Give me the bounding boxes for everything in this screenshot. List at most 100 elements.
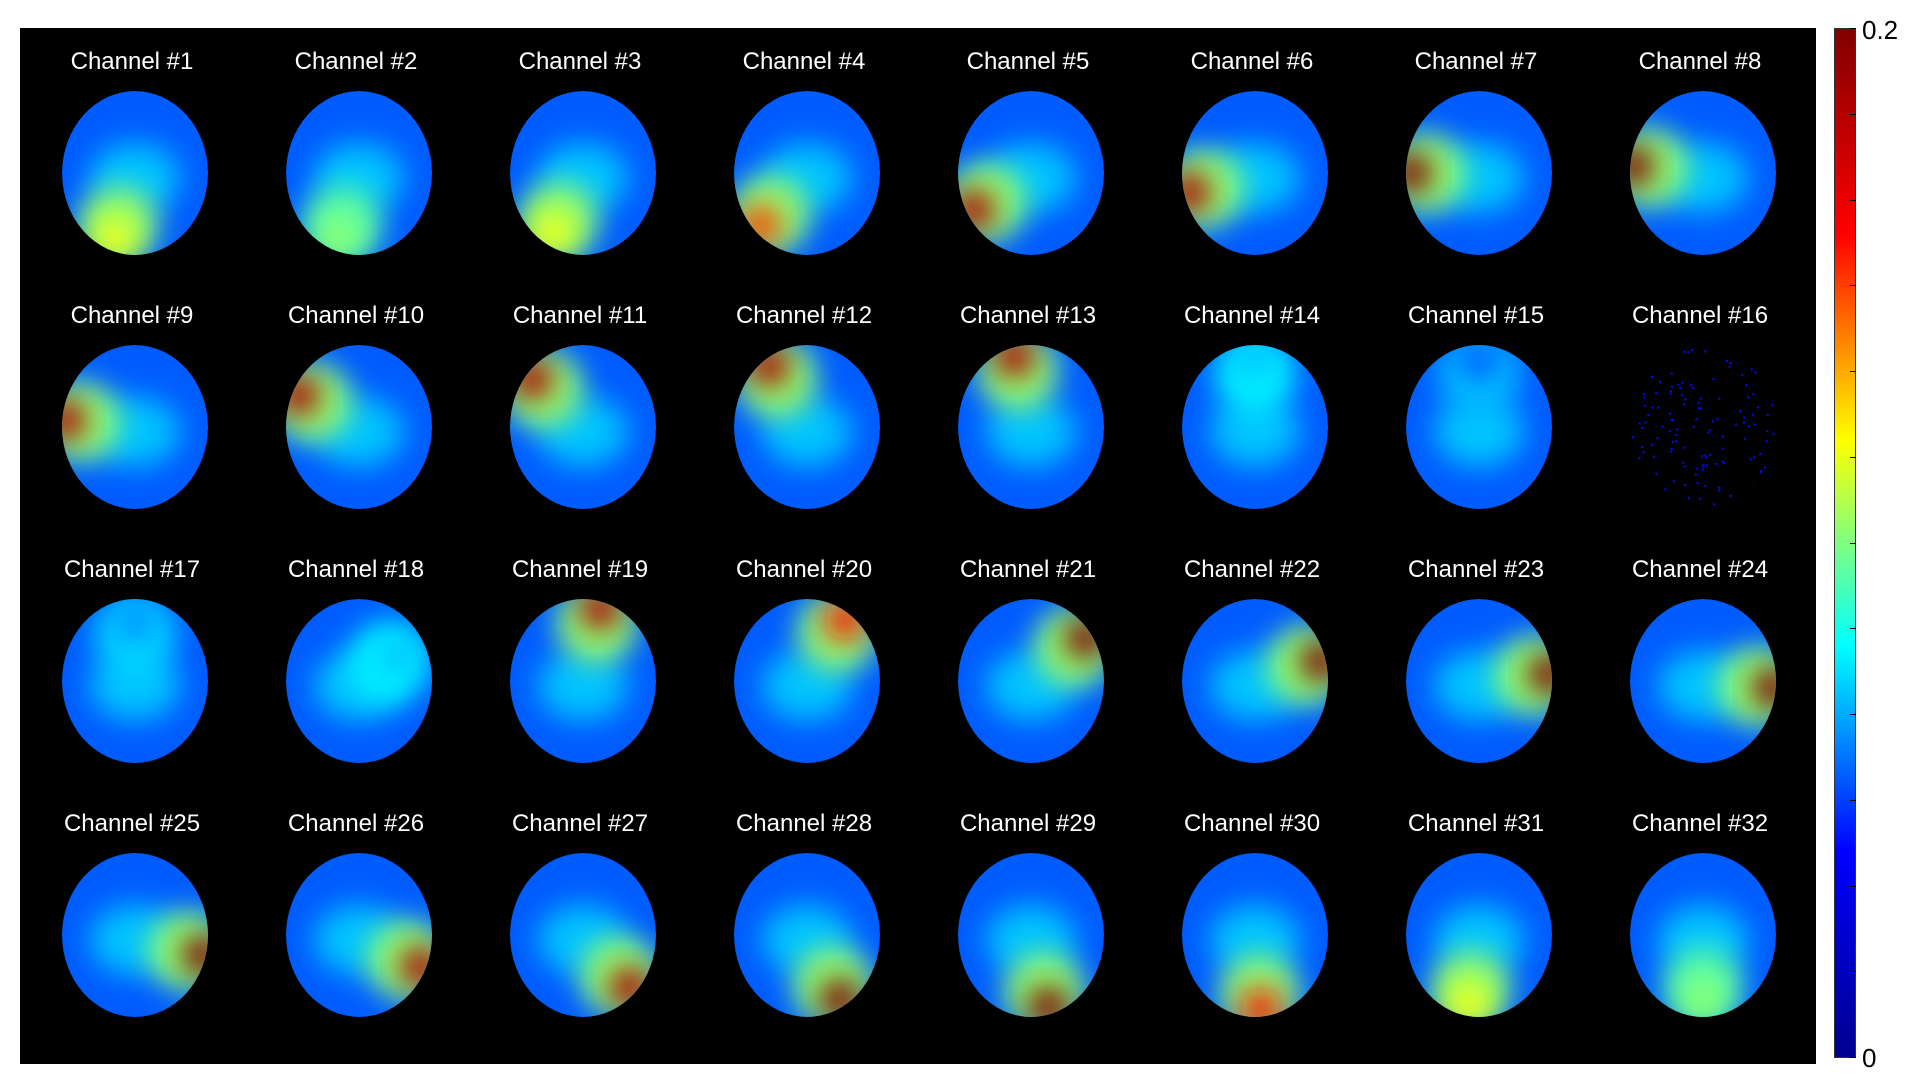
channel-map [1404,90,1554,256]
channel-cell: Channel #8 [1588,28,1812,282]
colorbar-min-label: 0 [1862,1045,1876,1071]
hotspot [1300,641,1340,681]
channel-map [60,598,210,764]
channel-map [284,598,434,764]
hotspot [377,636,417,676]
hotspot [1752,668,1792,708]
channel-cell: Channel #1 [20,28,244,282]
channel-disc [1630,345,1776,509]
hotspot [1235,341,1275,381]
channel-cell: Channel #2 [244,28,468,282]
channel-map [1404,344,1554,510]
channel-cell: Channel #17 [20,536,244,790]
hotspot [94,218,134,258]
hotspot [741,205,781,245]
channel-title: Channel #16 [1588,302,1812,330]
channel-map [284,344,434,510]
channel-cell: Channel #11 [468,282,692,536]
hotspot [1459,341,1499,381]
colorbar-tick [1850,800,1856,801]
hotspot [182,935,222,975]
colorbar-tick [1850,971,1856,972]
channel-title: Channel #11 [468,302,692,330]
channel-map [732,90,882,256]
channel-title: Channel #29 [916,810,1140,838]
hotspot [1528,654,1568,694]
channel-cell: Channel #10 [244,282,468,536]
channel-title: Channel #24 [1588,556,1812,584]
channel-cell: Channel #5 [916,28,1140,282]
channel-title: Channel #22 [1140,556,1364,584]
channel-map [1628,344,1778,510]
channel-title: Channel #8 [1588,48,1812,76]
channel-title: Channel #6 [1140,48,1364,76]
channel-title: Channel #21 [916,556,1140,584]
channel-map [508,344,658,510]
channel-cell: Channel #25 [20,790,244,1044]
hotspot [1028,986,1068,1026]
hotspot [400,947,440,987]
channel-map [1404,598,1554,764]
channel-map [284,852,434,1018]
hotspot [954,190,994,230]
channel-title: Channel #17 [20,556,244,584]
colorbar-tick [1850,285,1856,286]
channel-title: Channel #26 [244,810,468,838]
channel-title: Channel #10 [244,302,468,330]
hotspot [513,360,553,400]
channel-map [1628,852,1778,1018]
channel-map [508,90,658,256]
channel-title: Channel #13 [916,302,1140,330]
colorbar-tick [1850,371,1856,372]
channel-map [956,344,1106,510]
channel-title: Channel #7 [1364,48,1588,76]
channel-title: Channel #5 [916,48,1140,76]
channel-cell: Channel #3 [468,28,692,282]
channel-map [284,90,434,256]
hotspot [825,601,865,641]
channel-map [1628,90,1778,256]
channel-cell: Channel #23 [1364,536,1588,790]
hotspot [1241,989,1281,1029]
hotspot [1392,153,1432,193]
channel-cell: Channel #28 [692,790,916,1044]
colorbar-tick [1850,1057,1856,1058]
channel-title: Channel #4 [692,48,916,76]
channel-map [732,344,882,510]
channel-title: Channel #15 [1364,302,1588,330]
figure-panel: Channel #1 Channel #2 Channel #3 Channel #4… [20,28,1816,1064]
channel-cell: Channel #29 [916,790,1140,1044]
channel-cell: Channel #12 [692,282,916,536]
channel-cell: Channel #26 [244,790,468,1044]
channel-cell: Channel #32 [1588,790,1812,1044]
channel-cell: Channel #15 [1364,282,1588,536]
hotspot [1170,173,1210,213]
channel-map [508,852,658,1018]
channel-cell: Channel #24 [1588,536,1812,790]
hotspot [1065,619,1105,659]
channel-cell: Channel #21 [916,536,1140,790]
colorbar-tick [1850,114,1856,115]
hotspot [1448,984,1488,1024]
channel-title: Channel #32 [1588,810,1812,838]
hotspot [994,337,1034,377]
channel-cell: Channel #14 [1140,282,1364,536]
hotspot [1683,981,1723,1021]
channel-map [956,852,1106,1018]
hotspot [609,967,649,1007]
channel-map [60,344,210,510]
channel-map [732,598,882,764]
colorbar-tick [1850,200,1856,201]
channel-title: Channel #2 [244,48,468,76]
channel-cell: Channel #9 [20,282,244,536]
channel-title: Channel #27 [468,810,692,838]
hotspot [318,218,358,258]
channel-map [956,90,1106,256]
channel-title: Channel #25 [20,810,244,838]
channel-map [60,90,210,256]
hotspot [749,347,789,387]
channel-title: Channel #18 [244,556,468,584]
colorbar-tick [1850,886,1856,887]
hotspot [46,400,86,440]
channel-cell: Channel #4 [692,28,916,282]
